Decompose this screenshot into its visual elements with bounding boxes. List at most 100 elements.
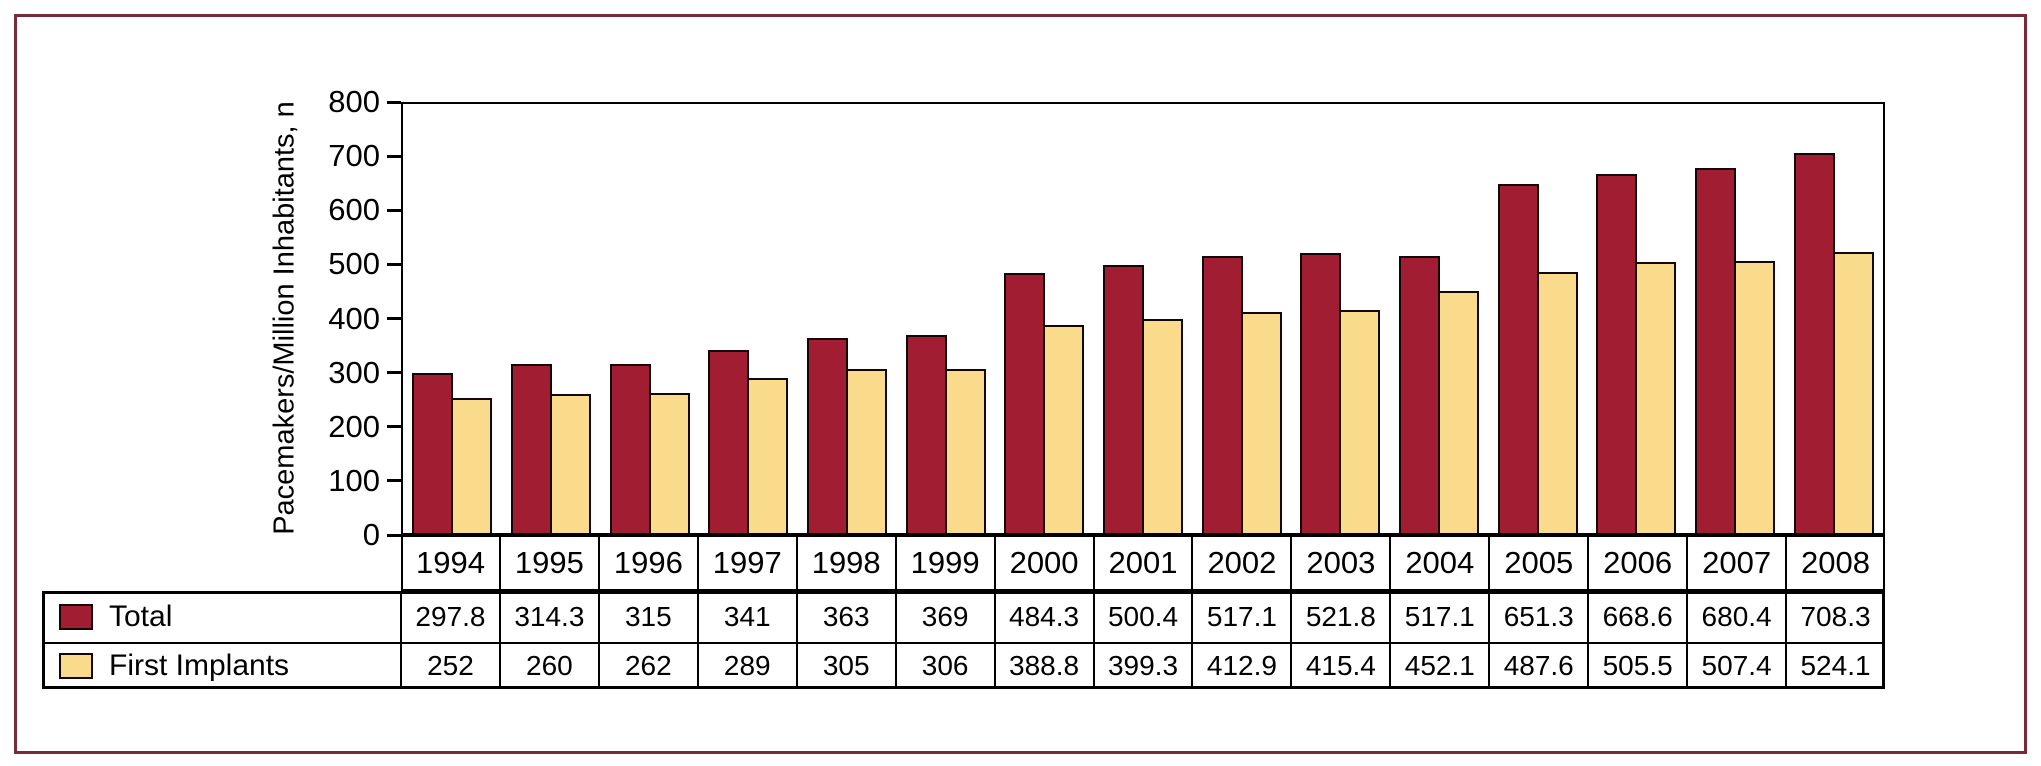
total-bar (708, 350, 750, 533)
value-cell: 369 (895, 591, 995, 643)
y-tick-mark (387, 317, 401, 320)
year-label: 2003 (1291, 535, 1391, 591)
first-implants-bar (1142, 319, 1184, 533)
year-label: 1999 (895, 535, 995, 591)
first-implants-bar (1635, 262, 1677, 533)
year-column-2002 (1192, 104, 1291, 533)
y-tick-mark (387, 154, 401, 158)
year-label: 1997 (697, 535, 797, 591)
value-cell: 262 (598, 643, 698, 689)
total-bar (511, 364, 552, 533)
y-tick-mark (387, 371, 401, 375)
total-bar (807, 338, 849, 533)
first-implants-bar (1536, 272, 1578, 533)
legend-cell-total: Total (42, 591, 401, 643)
y-tick-label: 300 (328, 354, 380, 390)
value-cell: 507.4 (1687, 643, 1787, 689)
year-label: 2004 (1390, 535, 1490, 591)
first-implants-bar (1832, 252, 1874, 533)
value-cell: 388.8 (994, 643, 1094, 689)
value-cell: 487.6 (1489, 643, 1589, 689)
y-tick-mark (387, 425, 401, 429)
total-bar (1793, 153, 1835, 533)
value-cell: 314.3 (499, 591, 599, 643)
total-bar (905, 335, 947, 533)
y-tick-mark (387, 100, 401, 104)
year-label: 1995 (499, 535, 599, 591)
y-tick-mark (387, 479, 401, 483)
year-column-1997 (699, 104, 798, 533)
legend-label: First Implants (109, 649, 290, 682)
value-cell: 517.1 (1390, 591, 1490, 643)
bars-container (403, 104, 1883, 533)
value-cell: 363 (796, 591, 896, 643)
first-implants-bar (1339, 310, 1381, 533)
year-column-2003 (1291, 104, 1390, 533)
value-cell: 505.5 (1588, 643, 1688, 689)
total-legend-swatch (59, 604, 93, 630)
year-label: 2008 (1786, 535, 1885, 591)
first-implants-bar (1043, 325, 1085, 533)
year-column-2001 (1094, 104, 1193, 533)
plot-area (401, 102, 1885, 535)
total-bar (1004, 273, 1046, 533)
table-corner-blank (42, 535, 401, 591)
y-tick-label: 700 (328, 138, 380, 174)
first-implants-bar (944, 369, 986, 533)
total-bar (609, 364, 651, 533)
data-table: 1994 1995 1996 1997 1998 1999 2000 2001 2002 2003… (42, 535, 1885, 689)
y-tick-label: 500 (328, 246, 380, 282)
first-implants-bar (1438, 291, 1480, 533)
year-label: 1996 (598, 535, 698, 591)
year-column-1994 (403, 104, 502, 533)
first-implants-bar (1734, 261, 1776, 533)
y-tick-label: 100 (328, 462, 380, 498)
year-column-2004 (1390, 104, 1489, 533)
total-bar (412, 373, 454, 533)
value-cell: 452.1 (1390, 643, 1490, 689)
year-column-2007 (1686, 104, 1785, 533)
total-bar (1497, 184, 1539, 533)
value-cell: 524.1 (1786, 643, 1885, 689)
value-cell: 668.6 (1588, 591, 1688, 643)
value-cell: 315 (598, 591, 698, 643)
year-label: 2007 (1687, 535, 1787, 591)
value-cell: 651.3 (1489, 591, 1589, 643)
first-implants-bar (648, 393, 690, 533)
value-cell: 399.3 (1093, 643, 1193, 689)
first-implants-bar (451, 398, 493, 533)
value-cell: 306 (895, 643, 995, 689)
first-implants-bar (846, 369, 888, 533)
y-tick-mark (387, 533, 401, 537)
first-implants-bar (550, 394, 591, 533)
year-label: 1994 (401, 535, 500, 591)
year-column-1996 (600, 104, 699, 533)
value-cell: 484.3 (994, 591, 1094, 643)
first-implants-legend-swatch (59, 653, 93, 679)
total-bar (1695, 168, 1737, 533)
year-column-1998 (798, 104, 897, 533)
value-cell: 521.8 (1291, 591, 1391, 643)
value-cell: 412.9 (1192, 643, 1292, 689)
total-bar (1201, 256, 1243, 533)
year-label: 2002 (1192, 535, 1292, 591)
value-cell: 708.3 (1786, 591, 1885, 643)
year-column-2005 (1488, 104, 1587, 533)
first-implants-bar (1240, 312, 1282, 533)
total-bar (1103, 265, 1145, 533)
total-bar (1596, 174, 1638, 533)
year-label: 2000 (994, 535, 1094, 591)
first-implants-bar (747, 378, 789, 533)
year-column-2008 (1784, 104, 1883, 533)
y-tick-mark (387, 262, 401, 266)
y-tick-label: 600 (328, 192, 380, 228)
y-tick-mark (387, 208, 401, 212)
year-label: 1998 (796, 535, 896, 591)
year-column-1995 (502, 104, 601, 533)
y-tick-label: 0 (362, 517, 380, 552)
year-label: 2006 (1588, 535, 1688, 591)
legend-label: Total (109, 600, 173, 633)
value-cell: 500.4 (1093, 591, 1193, 643)
value-cell: 297.8 (401, 591, 500, 643)
